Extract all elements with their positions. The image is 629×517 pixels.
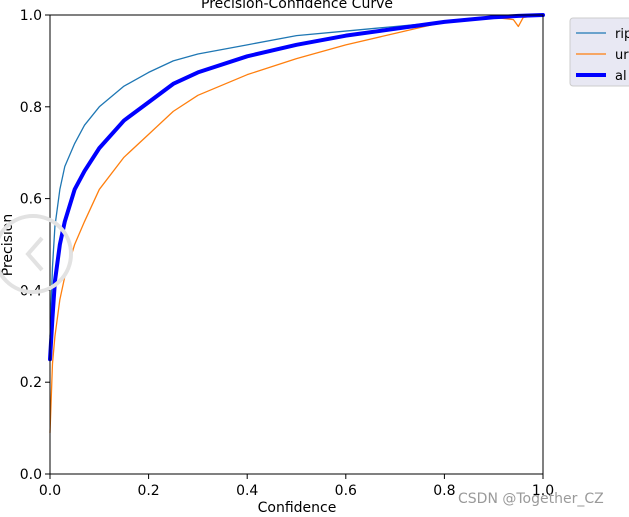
watermark-text: CSDN @Together_CZ — [458, 491, 604, 507]
y-tick-label: 0.8 — [20, 100, 42, 116]
legend-box — [569, 17, 629, 87]
x-tick-label: 0.0 — [39, 483, 61, 499]
plot-frame — [49, 14, 544, 475]
carousel-prev-arrow-icon[interactable] — [0, 214, 73, 294]
plot-area — [50, 15, 543, 474]
x-tick-label: 1.0 — [532, 483, 554, 499]
y-tick-label: 0.2 — [20, 375, 42, 391]
chart-title: Precision-Confidence Curve — [201, 0, 393, 12]
y-axis-ticks: 0.00.20.40.60.81.0 — [20, 8, 50, 483]
x-tick-label: 0.4 — [236, 483, 258, 499]
x-axis-ticks: 0.0 0.2 0.4 0.6 0.8 1.0 — [39, 474, 554, 499]
legend: rip ur al — [569, 17, 629, 87]
series-line-al — [48, 13, 545, 362]
legend-label-ur: ur — [615, 48, 629, 63]
x-tick-label: 0.2 — [137, 483, 159, 499]
y-tick-label: 0.6 — [20, 192, 42, 208]
y-tick-label: 1.0 — [20, 8, 42, 24]
x-tick-label: 0.6 — [335, 483, 357, 499]
y-tick-label: 0.0 — [20, 467, 42, 483]
series-lines — [48, 13, 545, 434]
legend-label-rip: rip — [615, 27, 629, 42]
legend-label-al: al — [615, 69, 627, 84]
x-tick-label: 0.8 — [433, 483, 455, 499]
x-axis-title: Confidence — [258, 500, 337, 516]
